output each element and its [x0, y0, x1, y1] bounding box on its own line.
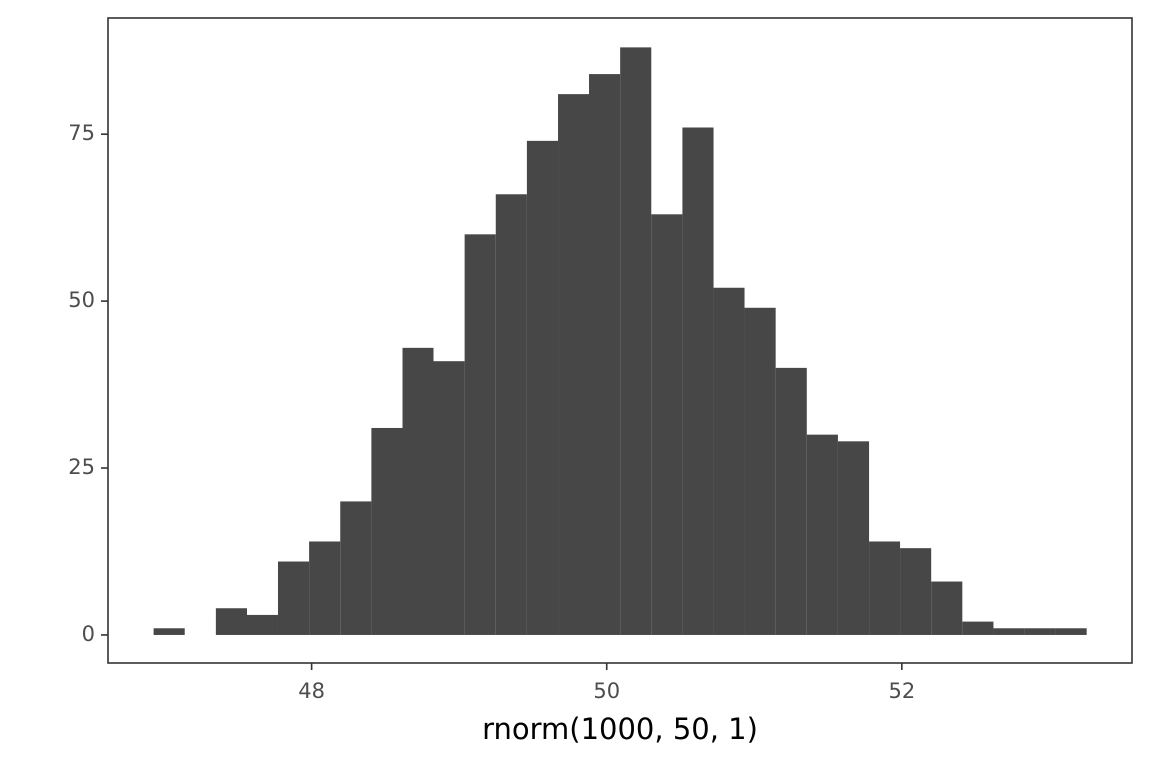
bar — [837, 441, 870, 635]
x-tick-label: 52 — [888, 679, 915, 703]
bar — [1024, 628, 1056, 635]
bar — [246, 614, 278, 635]
bar — [340, 501, 372, 635]
x-axis-title: rnorm(1000, 50, 1) — [482, 712, 758, 746]
bar — [682, 127, 714, 635]
bar — [620, 47, 652, 635]
panel-border — [107, 17, 1133, 664]
bar — [589, 74, 621, 635]
bar — [215, 608, 247, 635]
bar — [931, 581, 963, 635]
bar — [153, 628, 185, 635]
bar — [402, 347, 434, 635]
bar — [558, 94, 590, 635]
bar — [371, 427, 403, 635]
y-tick-label: 25 — [68, 455, 95, 479]
bar — [309, 541, 341, 635]
bar — [526, 140, 559, 635]
bar — [495, 194, 527, 635]
bar — [433, 361, 465, 635]
bar — [464, 234, 496, 635]
y-tick-label: 50 — [68, 288, 95, 312]
bar — [993, 628, 1025, 635]
bar — [962, 621, 994, 635]
x-tick-label: 50 — [593, 679, 620, 703]
y-tick-label: 0 — [82, 622, 95, 646]
x-tick-label: 48 — [298, 679, 325, 703]
bar — [806, 434, 838, 635]
bar — [869, 541, 901, 635]
y-tick-label: 75 — [68, 121, 95, 145]
bar — [1055, 628, 1087, 635]
bar — [713, 287, 745, 635]
bar — [775, 367, 807, 635]
bar — [900, 548, 932, 635]
bar — [651, 214, 683, 635]
bar — [277, 561, 310, 635]
bar — [744, 307, 776, 635]
